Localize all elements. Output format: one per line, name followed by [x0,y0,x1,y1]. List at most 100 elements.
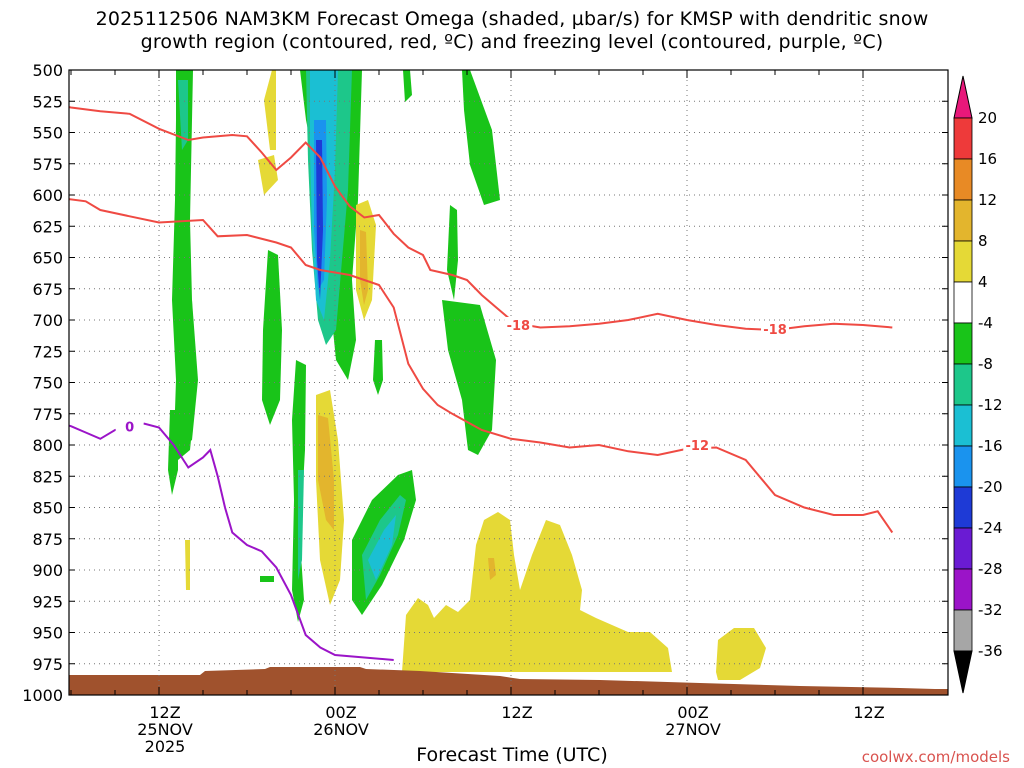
contour-line--18 [69,106,893,332]
y-tick-label: 700 [32,311,63,330]
omega-shade-green [462,70,500,205]
colorbar-bottom-arrow [953,650,973,694]
omega-shade-cyan [368,515,396,580]
colorbar-band [953,527,973,570]
omega-colorbar: 20 16 12 8 4 -4 -8 -12 -16 -20 -24 -28 -32 -36 [953,75,1003,694]
contour-line--12 [69,198,894,534]
y-tick-label: 925 [32,592,63,611]
y-axis: 500 525 550 575 600 625 650 675 700 725 750 775 800 8… [22,61,948,705]
chart-title-line-1: 2025112506 NAM3KM Forecast Omega (shaded… [95,8,929,30]
colorbar-label: -12 [978,396,1003,414]
colorbar-label: -32 [978,601,1003,619]
chart-grid [69,70,948,695]
omega-shade-green [176,300,198,450]
y-tick-label: 850 [32,499,63,518]
y-tick-label: 600 [32,186,63,205]
colorbar-label: 16 [978,150,997,168]
x-tick-label: 00Z [677,703,708,722]
x-tick-label: 26NOV [313,720,369,739]
y-tick-label: 625 [32,217,63,236]
omega-shade-teal [178,80,188,150]
x-tick-label: 12Z [149,703,180,722]
colorbar-band [953,240,973,283]
y-tick-label: 950 [32,624,63,643]
colorbar-label: -20 [978,478,1003,496]
colorbar-label: 8 [978,232,988,250]
colorbar-label: 20 [978,109,997,127]
colorbar-label: -36 [978,642,1003,660]
omega-shade-blue [316,140,323,300]
x-tick-label: 00Z [325,703,356,722]
omega-shade-green [260,576,274,582]
y-tick-label: 725 [32,342,63,361]
colorbar-band [953,445,973,488]
contour-line-0 [69,422,394,661]
contour-label-bg [683,437,712,451]
credit-text: coolwx.com/models [861,748,1010,766]
contour-lines [69,106,894,661]
colorbar-label: -8 [978,355,993,373]
contour-label-bg [761,320,789,335]
omega-shade-gold [318,415,334,530]
x-tick-label: 25NOV [137,720,193,739]
colorbar-band [953,568,973,611]
omega-shade-green [442,300,496,455]
colorbar-band [953,404,973,447]
colorbar-band [953,199,973,242]
y-tick-label: 550 [32,124,63,143]
omega-shade-yellow [716,628,766,680]
colorbar-label: 12 [978,191,997,209]
colorbar-band [953,158,973,201]
colorbar-band [953,322,973,365]
omega-shade-green [373,340,383,395]
colorbar-label: -16 [978,437,1003,455]
y-tick-label: 775 [32,405,63,424]
y-tick-label: 900 [32,561,63,580]
colorbar-band [953,281,973,324]
y-tick-label: 675 [32,280,63,299]
omega-shade-gold [488,558,496,580]
contour-label: -18 [507,319,531,334]
omega-shade-green [168,410,178,495]
y-tick-label: 875 [32,530,63,549]
contour-label: 0 [125,420,134,435]
y-tick-label: 800 [32,436,63,455]
terrain-surface [69,667,948,695]
x-axis-title: Forecast Time (UTC) [416,744,608,766]
contour-label: -18 [763,323,787,338]
omega-shade-gold [360,230,368,305]
omega-shading [168,70,766,680]
colorbar-label: -24 [978,519,1003,537]
colorbar-band [953,486,973,529]
colorbar-label: -28 [978,560,1003,578]
y-tick-label: 500 [32,61,63,80]
x-tick-label: 2025 [145,737,186,756]
y-tick-label: 575 [32,155,63,174]
contour-label: -12 [686,439,710,454]
omega-shade-teal [298,470,304,580]
y-tick-label: 750 [32,374,63,393]
y-tick-label: 525 [32,92,63,111]
colorbar-band [953,363,973,406]
contour-label-bg [504,317,533,331]
y-tick-label: 825 [32,467,63,486]
colorbar-band [953,117,973,160]
omega-shade-green [403,70,412,102]
y-tick-label: 1000 [22,686,63,705]
omega-shade-yellow [264,70,276,150]
colorbar-top-arrow [953,75,973,119]
colorbar-label: 4 [978,273,988,291]
colorbar-label: -4 [978,314,993,332]
omega-shade-yellow [402,512,672,672]
y-tick-label: 650 [32,249,63,268]
omega-shade-green [262,250,282,425]
x-tick-label: 12Z [501,703,532,722]
chart-title-line-2: growth region (contoured, red, ºC) and f… [140,31,884,53]
omega-shade-yellow [185,540,190,590]
omega-shade-green [447,205,458,300]
x-tick-label: 12Z [853,703,884,722]
colorbar-band [953,609,973,652]
contour-label-bg [115,418,144,433]
